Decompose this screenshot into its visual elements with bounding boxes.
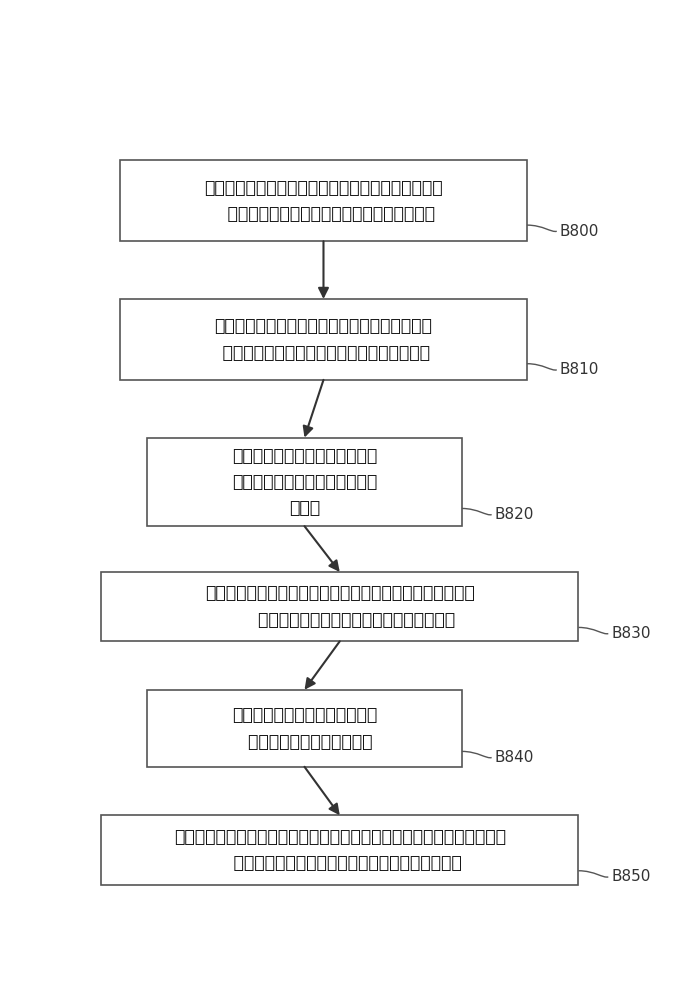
Text: B830: B830 xyxy=(611,626,650,641)
Bar xyxy=(120,160,527,241)
Text: 当最近的电子信标改变时，基于
  最近的电子信标来更新方向: 当最近的电子信标改变时，基于 最近的电子信标来更新方向 xyxy=(232,706,377,750)
Text: 经由输入输出电路显示一个或多个报价，其中报
 价与便携式计算装置到多个信标的位置有关。: 经由输入输出电路显示一个或多个报价，其中报 价与便携式计算装置到多个信标的位置有… xyxy=(214,317,433,362)
Bar xyxy=(101,815,578,885)
Text: B800: B800 xyxy=(559,224,599,239)
Text: 使用处理器确定电子信标的信号强度，而将便携式计
   算装置的位置识别为是在电子信标的边界内。: 使用处理器确定电子信标的信号强度，而将便携式计 算装置的位置识别为是在电子信标的… xyxy=(204,179,443,223)
Text: B840: B840 xyxy=(494,750,533,765)
Bar xyxy=(147,690,462,767)
Text: B820: B820 xyxy=(494,507,533,522)
Text: B810: B810 xyxy=(559,362,599,377)
Text: B850: B850 xyxy=(611,869,650,884)
Text: 响应于所选择的目的地是便携式计算装置的最近的电子信标，在便携式计
   算装置上显示经由便携式计算装置购买物品的机会: 响应于所选择的目的地是便携式计算装置的最近的电子信标，在便携式计 算装置上显示经… xyxy=(174,828,506,872)
Text: 经由输入输出电路显示与对应于最近的电子信标的主次值相
      关联的便携式计算系统的显示器上的方向。: 经由输入输出电路显示与对应于最近的电子信标的主次值相 关联的便携式计算系统的显示… xyxy=(205,584,475,629)
Bar xyxy=(101,572,578,641)
Text: 经由输入输出电路选择目的地，
其中目的地与一个或多个报价相
关联。: 经由输入输出电路选择目的地， 其中目的地与一个或多个报价相 关联。 xyxy=(232,446,377,517)
Bar xyxy=(147,438,462,526)
Bar xyxy=(120,299,527,380)
